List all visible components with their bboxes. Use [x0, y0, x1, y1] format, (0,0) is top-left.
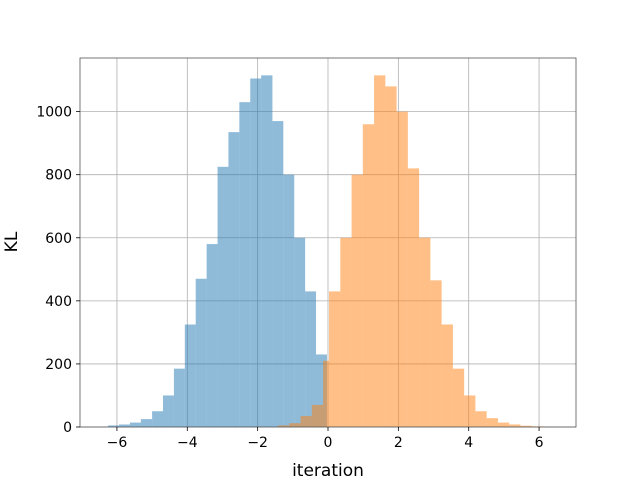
histogram-bar-series-1	[294, 237, 306, 427]
histogram-bar-series-1	[316, 354, 327, 427]
y-axis-label: KL	[2, 231, 22, 252]
x-axis-label: iteration	[292, 461, 364, 480]
histogram-bar-series-1	[305, 291, 317, 427]
histogram-bar-series-1	[250, 78, 262, 427]
histogram-bar-series-2	[464, 395, 476, 427]
histogram-bar-series-1	[173, 368, 185, 427]
histogram-bar-series-2	[520, 425, 532, 427]
histogram-bar-series-2	[278, 425, 290, 427]
histogram-bar-series-2	[452, 368, 465, 427]
x-tick-label: 4	[464, 435, 473, 451]
histogram-bar-series-1	[184, 324, 196, 427]
histogram-bar-series-2	[351, 174, 363, 427]
histogram-bar-series-2	[374, 75, 386, 427]
y-tick-label: 800	[45, 168, 72, 184]
histogram-bar-series-2	[475, 411, 487, 427]
histogram-bar-series-2	[430, 280, 442, 427]
histogram-bar-series-1	[261, 75, 273, 427]
y-tick-label: 1000	[36, 105, 72, 121]
histogram-bar-series-1	[283, 174, 295, 427]
histogram-bar-series-2	[323, 360, 330, 427]
histogram-bar-series-1	[195, 278, 207, 427]
histogram-bar-series-2	[362, 124, 375, 427]
histogram-bar-series-2	[396, 111, 408, 427]
x-tick-label: 0	[324, 435, 333, 451]
bars-layer	[108, 75, 557, 428]
histogram-bar-series-2	[419, 237, 431, 427]
x-tick-label: 2	[394, 435, 403, 451]
histogram-bar-series-2	[329, 291, 341, 427]
y-tick-label: 200	[45, 357, 72, 373]
histogram-bar-series-2	[407, 168, 420, 427]
histogram-bar-series-2	[486, 418, 498, 427]
x-tick-label: −2	[247, 435, 268, 451]
histogram-bar-series-1	[272, 121, 284, 428]
x-tick-label: −6	[107, 435, 128, 451]
y-tick-label: 600	[45, 231, 72, 247]
histogram-bar-series-2	[311, 404, 324, 427]
ticks-layer: −6 −4 −2 0 2 4 6 0 200 400 600 800 1000	[36, 105, 543, 451]
histogram-bar-series-2	[300, 415, 312, 427]
histogram-bar-series-2	[289, 423, 301, 427]
histogram-bar-series-1	[217, 166, 229, 428]
histogram-bar-series-1	[152, 411, 164, 427]
histogram-bar-series-2	[441, 324, 453, 427]
histogram-bar-series-1	[163, 395, 174, 427]
y-tick-label: 0	[63, 420, 72, 436]
histogram-bar-series-1	[206, 244, 218, 427]
histogram-bar-series-1	[140, 419, 153, 427]
y-tick-label: 400	[45, 294, 72, 310]
histogram-bar-series-1	[119, 424, 130, 427]
histogram-bar-series-2	[509, 424, 521, 427]
x-tick-label: −4	[177, 435, 198, 451]
x-tick-label: 6	[535, 435, 544, 451]
histogram-bar-series-1	[228, 132, 240, 427]
histogram-bar-series-1	[108, 425, 120, 427]
histogram-bar-series-2	[497, 422, 510, 427]
histogram-bar-series-2	[340, 237, 352, 427]
histogram-bar-series-2	[385, 86, 397, 427]
histogram-bar-series-1	[239, 102, 251, 428]
histogram-bar-series-1	[129, 422, 141, 427]
